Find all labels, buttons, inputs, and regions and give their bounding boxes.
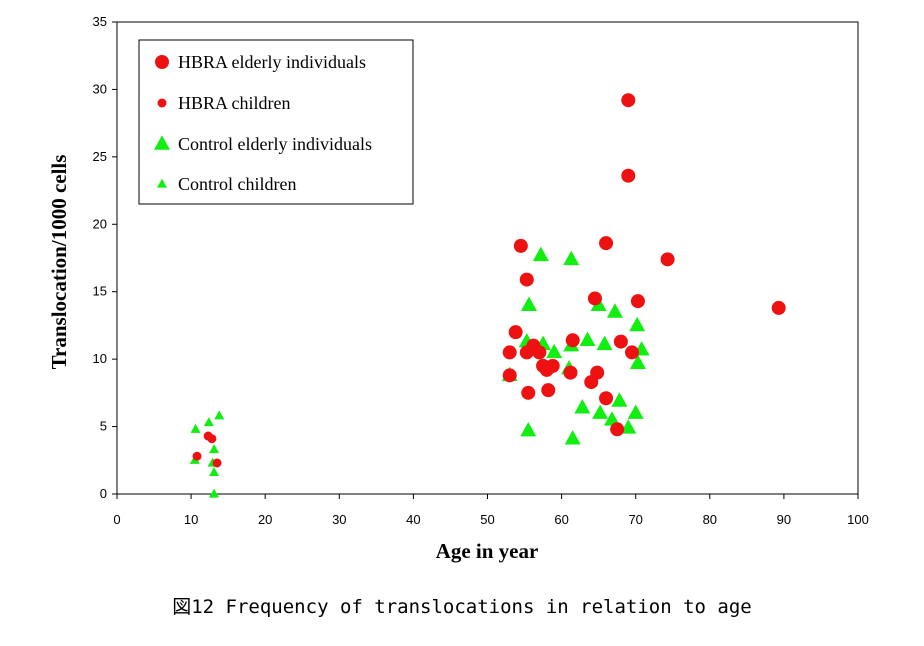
data-point-small-triangle (203, 417, 214, 427)
data-point-large-circle (587, 291, 602, 306)
y-tick-label: 10 (93, 351, 107, 366)
legend-box (138, 39, 414, 205)
data-point-large-triangle (627, 404, 644, 419)
data-point-large-circle (599, 236, 614, 251)
data-point-small-triangle (214, 410, 225, 420)
data-point-large-circle (502, 345, 517, 360)
x-tick-label: 10 (184, 512, 198, 527)
data-point-large-triangle (629, 354, 646, 369)
data-point-large-circle (565, 333, 580, 348)
x-tick-label: 50 (480, 512, 494, 527)
data-point-large-triangle (579, 331, 596, 347)
legend-label: HBRA elderly individuals (178, 52, 366, 72)
data-point-large-triangle (520, 421, 537, 437)
data-point-large-triangle (606, 303, 623, 318)
x-tick-label: 20 (258, 512, 272, 527)
x-tick-label: 70 (628, 512, 642, 527)
data-point-large-triangle (611, 392, 628, 407)
data-point-large-circle (621, 168, 636, 183)
data-point-large-circle (508, 325, 523, 340)
data-point-small-circle (212, 458, 222, 468)
figure-caption: 図12 Frequency of translocations in relat… (172, 596, 752, 618)
data-point-small-circle (192, 451, 202, 461)
data-point-small-triangle (190, 423, 201, 433)
x-tick-label: 100 (847, 512, 869, 527)
data-point-large-triangle (520, 296, 537, 311)
x-tick-label: 80 (703, 512, 717, 527)
y-tick-label: 35 (93, 14, 107, 29)
y-tick-label: 0 (100, 486, 107, 501)
data-point-large-circle (621, 93, 636, 108)
legend: HBRA elderly individuals HBRA children Con… (138, 39, 414, 205)
data-point-large-triangle (592, 404, 609, 419)
y-tick-label: 20 (93, 216, 107, 231)
data-point-small-circle (207, 434, 217, 444)
data-point-large-triangle (574, 399, 591, 414)
data-point-large-triangle (546, 343, 563, 359)
y-axis-title: Translocation/1000 cells (47, 155, 71, 370)
x-tick-label: 30 (332, 512, 346, 527)
legend-marker (157, 178, 167, 188)
y-tick-label: 30 (93, 81, 107, 96)
y-tick-label: 15 (93, 284, 107, 299)
data-point-large-triangle (629, 316, 646, 332)
data-point-large-circle (502, 368, 517, 383)
data-points (189, 93, 786, 498)
data-point-small-triangle (209, 467, 220, 477)
y-axis: 0 5 10 15 20 25 30 35 (93, 14, 117, 501)
data-point-large-circle (624, 345, 639, 360)
data-point-large-triangle (563, 250, 580, 266)
data-point-small-triangle (209, 488, 220, 498)
legend-label: HBRA children (178, 93, 291, 113)
data-point-large-circle (590, 365, 605, 380)
x-tick-label: 90 (777, 512, 791, 527)
legend-marker (155, 55, 169, 69)
data-point-large-circle (513, 238, 528, 253)
data-point-large-triangle (603, 411, 620, 426)
y-tick-label: 25 (93, 149, 107, 164)
data-point-large-circle (630, 294, 645, 309)
x-axis-title: Age in year (436, 539, 539, 563)
x-axis: 0 10 20 30 40 50 60 70 80 90 100 (113, 494, 869, 527)
scatter-chart: 0 5 10 15 20 25 30 35 0 10 20 30 40 50 60 70 80 90 100 Ag… (47, 14, 869, 563)
legend-marker (157, 98, 167, 108)
data-point-large-circle (519, 272, 534, 287)
data-point-large-circle (545, 358, 560, 373)
legend-label: Control elderly individuals (178, 134, 372, 154)
legend-label: Control children (178, 174, 296, 194)
data-point-large-circle (521, 385, 536, 400)
data-point-large-circle (599, 391, 614, 406)
y-tick-label: 5 (100, 419, 107, 434)
legend-marker (154, 135, 170, 150)
x-tick-label: 60 (554, 512, 568, 527)
x-tick-label: 40 (406, 512, 420, 527)
data-point-small-triangle (209, 444, 220, 454)
data-point-large-triangle (564, 430, 581, 445)
data-point-large-circle (563, 365, 578, 380)
data-point-large-circle (613, 334, 628, 349)
x-tick-label: 0 (113, 512, 120, 527)
data-point-large-triangle (532, 246, 549, 262)
data-point-large-circle (541, 383, 556, 398)
data-point-large-circle (610, 422, 625, 437)
data-point-large-circle (660, 252, 675, 267)
data-point-large-triangle (596, 335, 613, 351)
data-point-large-circle (771, 300, 786, 315)
data-point-large-circle (532, 345, 547, 360)
data-point-large-triangle (620, 419, 637, 434)
